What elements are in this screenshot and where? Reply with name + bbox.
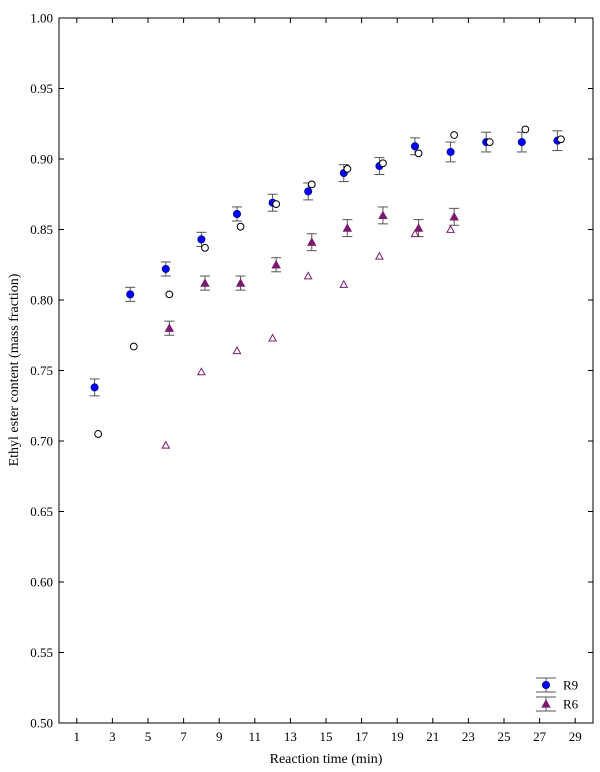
- data-point: [232, 209, 241, 218]
- y-tick-label: 0.85: [30, 222, 53, 237]
- data-point: [197, 235, 206, 244]
- data-point: [201, 243, 209, 252]
- data-point: [271, 259, 281, 269]
- series-r9: [89, 130, 563, 397]
- x-tick-label: 15: [320, 729, 333, 744]
- y-tick-label: 0.60: [30, 575, 53, 590]
- y-tick-label: 1.00: [30, 11, 53, 26]
- y-axis-ticks: 0.50 0.55 0.60 0.65 0.70 0.75 0.80 0.85 0.90 0.95…: [30, 11, 593, 731]
- series-unlabeled-3: [161, 224, 456, 449]
- legend-marker-r6: [541, 699, 551, 708]
- x-axis-ticks: 1 3 5 7 9 11 13 15 17 19 21 23 25 27 29: [74, 18, 582, 744]
- x-axis-title: Reaction time (min): [270, 752, 383, 767]
- data-point: [200, 278, 210, 287]
- data-point: [196, 367, 206, 376]
- data-point: [413, 223, 424, 232]
- x-tick-label: 13: [284, 729, 297, 744]
- data-point: [414, 149, 423, 158]
- data-point: [165, 290, 174, 299]
- x-tick-label: 11: [249, 729, 262, 744]
- y-tick-label: 0.90: [30, 152, 53, 167]
- data-point: [235, 278, 246, 287]
- data-point: [303, 271, 313, 280]
- series-unlabeled-2: [94, 125, 565, 438]
- series-layer: [89, 125, 565, 449]
- x-tick-label: 27: [533, 729, 547, 744]
- data-point: [164, 323, 175, 332]
- data-point: [90, 383, 99, 392]
- data-point: [126, 290, 135, 299]
- x-tick-label: 9: [216, 729, 223, 744]
- x-tick-label: 5: [145, 729, 152, 744]
- data-point: [272, 200, 281, 209]
- data-point: [557, 135, 565, 144]
- legend-label-r9: R9: [563, 678, 578, 693]
- x-tick-label: 7: [180, 729, 187, 744]
- legend-label-r6: R6: [563, 697, 579, 712]
- y-tick-label: 0.70: [30, 434, 53, 449]
- data-point: [304, 187, 313, 196]
- data-point: [410, 229, 420, 238]
- data-point: [449, 211, 459, 221]
- x-tick-label: 23: [462, 729, 475, 744]
- x-tick-label: 19: [391, 729, 404, 744]
- data-point: [342, 223, 353, 232]
- y-tick-label: 0.50: [30, 716, 53, 731]
- data-point: [307, 237, 317, 246]
- data-point: [268, 333, 278, 342]
- data-point: [339, 279, 349, 288]
- y-tick-label: 0.75: [30, 363, 53, 378]
- data-point: [236, 222, 245, 231]
- data-point: [517, 138, 526, 147]
- data-point: [450, 131, 459, 139]
- data-point: [521, 125, 530, 134]
- data-point: [446, 224, 456, 233]
- data-point: [161, 264, 170, 273]
- plot-frame: [58, 17, 594, 724]
- y-tick-label: 0.55: [30, 645, 53, 660]
- series-r6: [164, 206, 460, 336]
- x-tick-label: 29: [569, 729, 582, 744]
- data-point: [94, 430, 103, 438]
- legend-marker-r9: [542, 681, 551, 690]
- x-tick-label: 25: [498, 729, 511, 744]
- x-tick-label: 17: [355, 729, 369, 744]
- data-point: [343, 164, 352, 173]
- data-point: [379, 159, 387, 168]
- data-point: [485, 138, 494, 146]
- y-tick-label: 0.95: [30, 81, 53, 96]
- data-point: [307, 180, 316, 189]
- y-tick-label: 0.65: [30, 504, 53, 519]
- data-point: [446, 147, 455, 156]
- y-axis-title: Ethyl ester content (mass fraction): [7, 273, 22, 466]
- y-tick-label: 0.80: [30, 293, 53, 308]
- data-point: [232, 346, 242, 355]
- data-point: [410, 142, 419, 151]
- data-point: [161, 440, 171, 449]
- x-tick-label: 21: [426, 729, 439, 744]
- data-point: [129, 342, 138, 351]
- x-tick-label: 1: [74, 729, 81, 744]
- data-point: [378, 210, 388, 220]
- x-tick-label: 3: [109, 729, 116, 744]
- data-point: [374, 251, 384, 260]
